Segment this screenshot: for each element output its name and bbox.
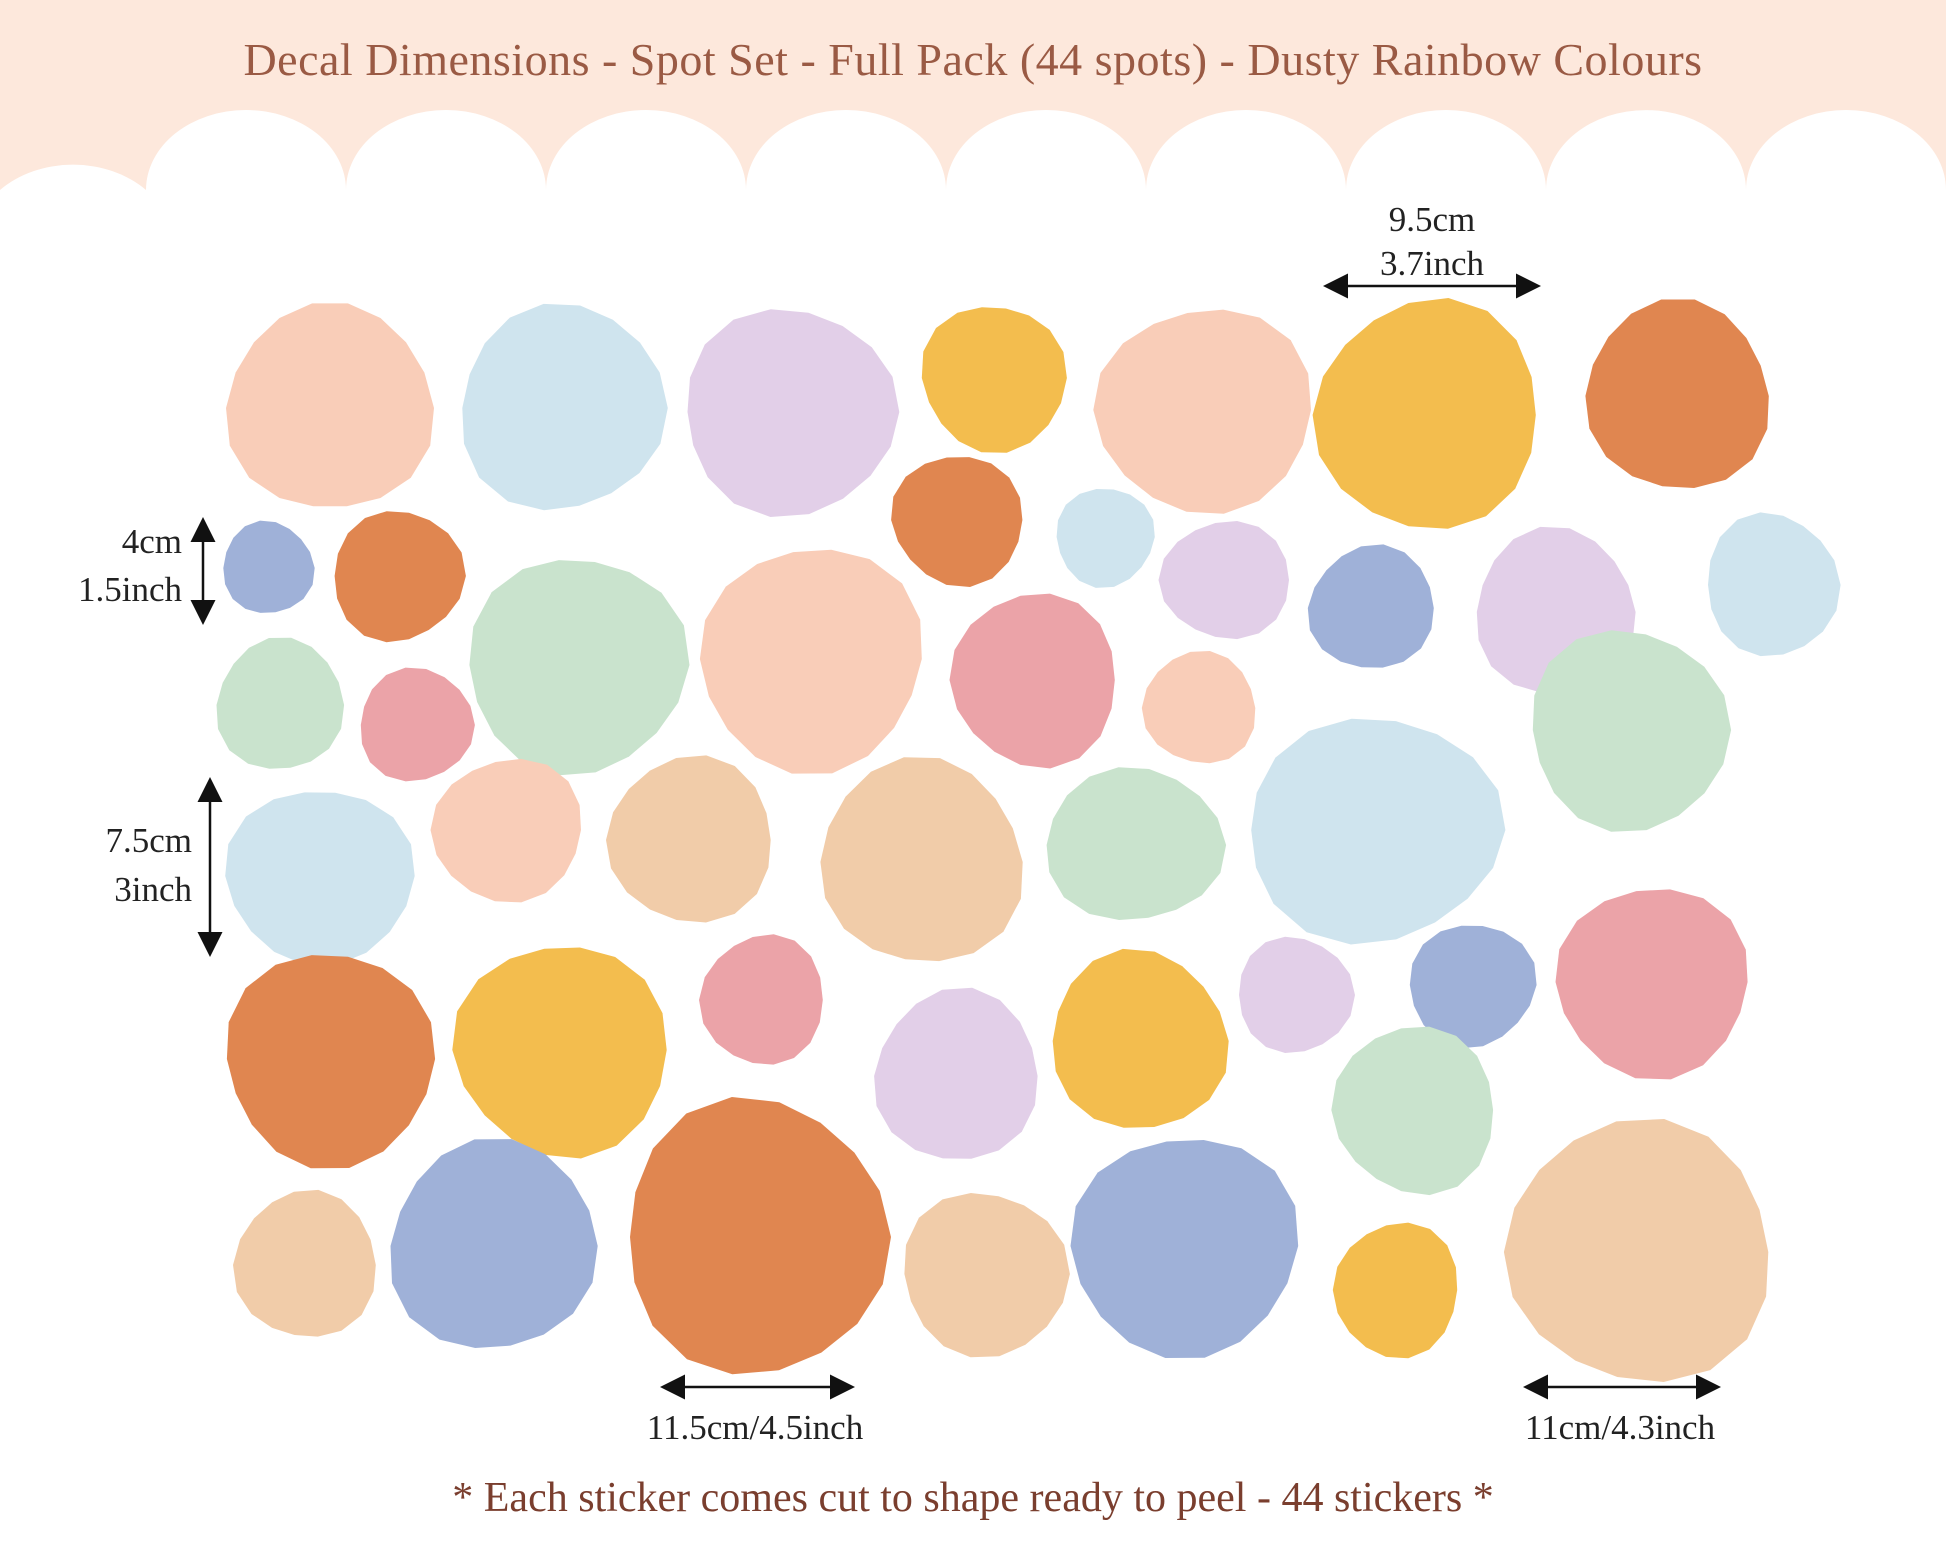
bottom-right-width-label: 11cm/4.3inch <box>1524 1408 1716 1447</box>
bottom-left-width-label: 11.5cm/4.5inch <box>646 1408 864 1447</box>
spot-decal-sand <box>1503 1119 1769 1382</box>
spot-decal-periwinkle <box>390 1139 598 1348</box>
spot-decal-mint <box>1331 1026 1494 1196</box>
medium-height-inch-label: 3inch <box>114 870 192 909</box>
spot-decal-burnt-orange <box>334 511 466 643</box>
spot-decal-lilac <box>1158 521 1289 640</box>
spot-decal-rose <box>949 593 1115 769</box>
spot-decal-mustard <box>1312 298 1536 529</box>
spot-decal-light-blue <box>1251 718 1506 945</box>
spot-decal-mint <box>216 637 345 769</box>
top-width-cm-label: 9.5cm <box>1388 200 1476 239</box>
small-height-cm-label: 4cm <box>121 522 182 561</box>
spot-decal-mustard <box>1052 948 1229 1128</box>
small-height-inch-label: 1.5inch <box>77 570 182 609</box>
spot-decal-mustard <box>452 947 667 1159</box>
spot-decal-peach <box>699 549 922 774</box>
spot-decal-sand <box>820 757 1023 962</box>
scalloped-header-banner <box>0 0 1946 190</box>
spot-decal-mustard <box>921 307 1067 453</box>
spot-decal-sand <box>233 1189 376 1337</box>
spot-decal-mustard <box>1332 1222 1458 1359</box>
spot-decal-light-blue <box>462 303 668 511</box>
spot-decal-burnt-orange <box>891 457 1023 587</box>
page-title: Decal Dimensions - Spot Set - Full Pack … <box>243 34 1703 85</box>
spot-decal-lilac <box>874 987 1038 1159</box>
spot-decal-periwinkle <box>1070 1140 1299 1358</box>
spot-decal-light-blue <box>225 792 415 965</box>
spot-decal-burnt-orange <box>226 955 436 1169</box>
scallop-banner-shape <box>0 0 1946 190</box>
spot-decal-periwinkle <box>1307 544 1434 668</box>
spot-decal-rose <box>360 667 475 782</box>
top-width-inch-label: 3.7inch <box>1379 244 1484 283</box>
spot-decal-peach <box>226 303 434 507</box>
footer-note: * Each sticker comes cut to shape ready … <box>452 1475 1494 1521</box>
spot-decal-periwinkle <box>223 520 315 613</box>
spot-decal-mint <box>469 560 690 776</box>
spot-decal-mint <box>1046 767 1227 920</box>
spot-decal-lilac <box>1239 936 1355 1053</box>
spot-decal-sand <box>904 1193 1070 1358</box>
spot-decal-sand <box>606 755 771 923</box>
spot-decal-peach <box>1093 309 1311 514</box>
spot-decal-light-blue <box>1708 512 1841 657</box>
spot-decal-burnt-orange <box>630 1097 891 1375</box>
spot-decal-rose <box>699 934 823 1065</box>
spot-decal-peach <box>430 758 581 903</box>
spot-decal-periwinkle <box>1409 925 1537 1049</box>
spot-decal-rose <box>1555 889 1748 1080</box>
spot-decal-mint <box>1532 630 1732 832</box>
spot-decal-light-blue <box>1056 489 1155 588</box>
medium-height-cm-label: 7.5cm <box>105 821 192 860</box>
spot-decal-burnt-orange <box>1585 299 1769 488</box>
spot-decal-lilac <box>687 309 900 517</box>
spot-decal-peach <box>1141 651 1256 764</box>
